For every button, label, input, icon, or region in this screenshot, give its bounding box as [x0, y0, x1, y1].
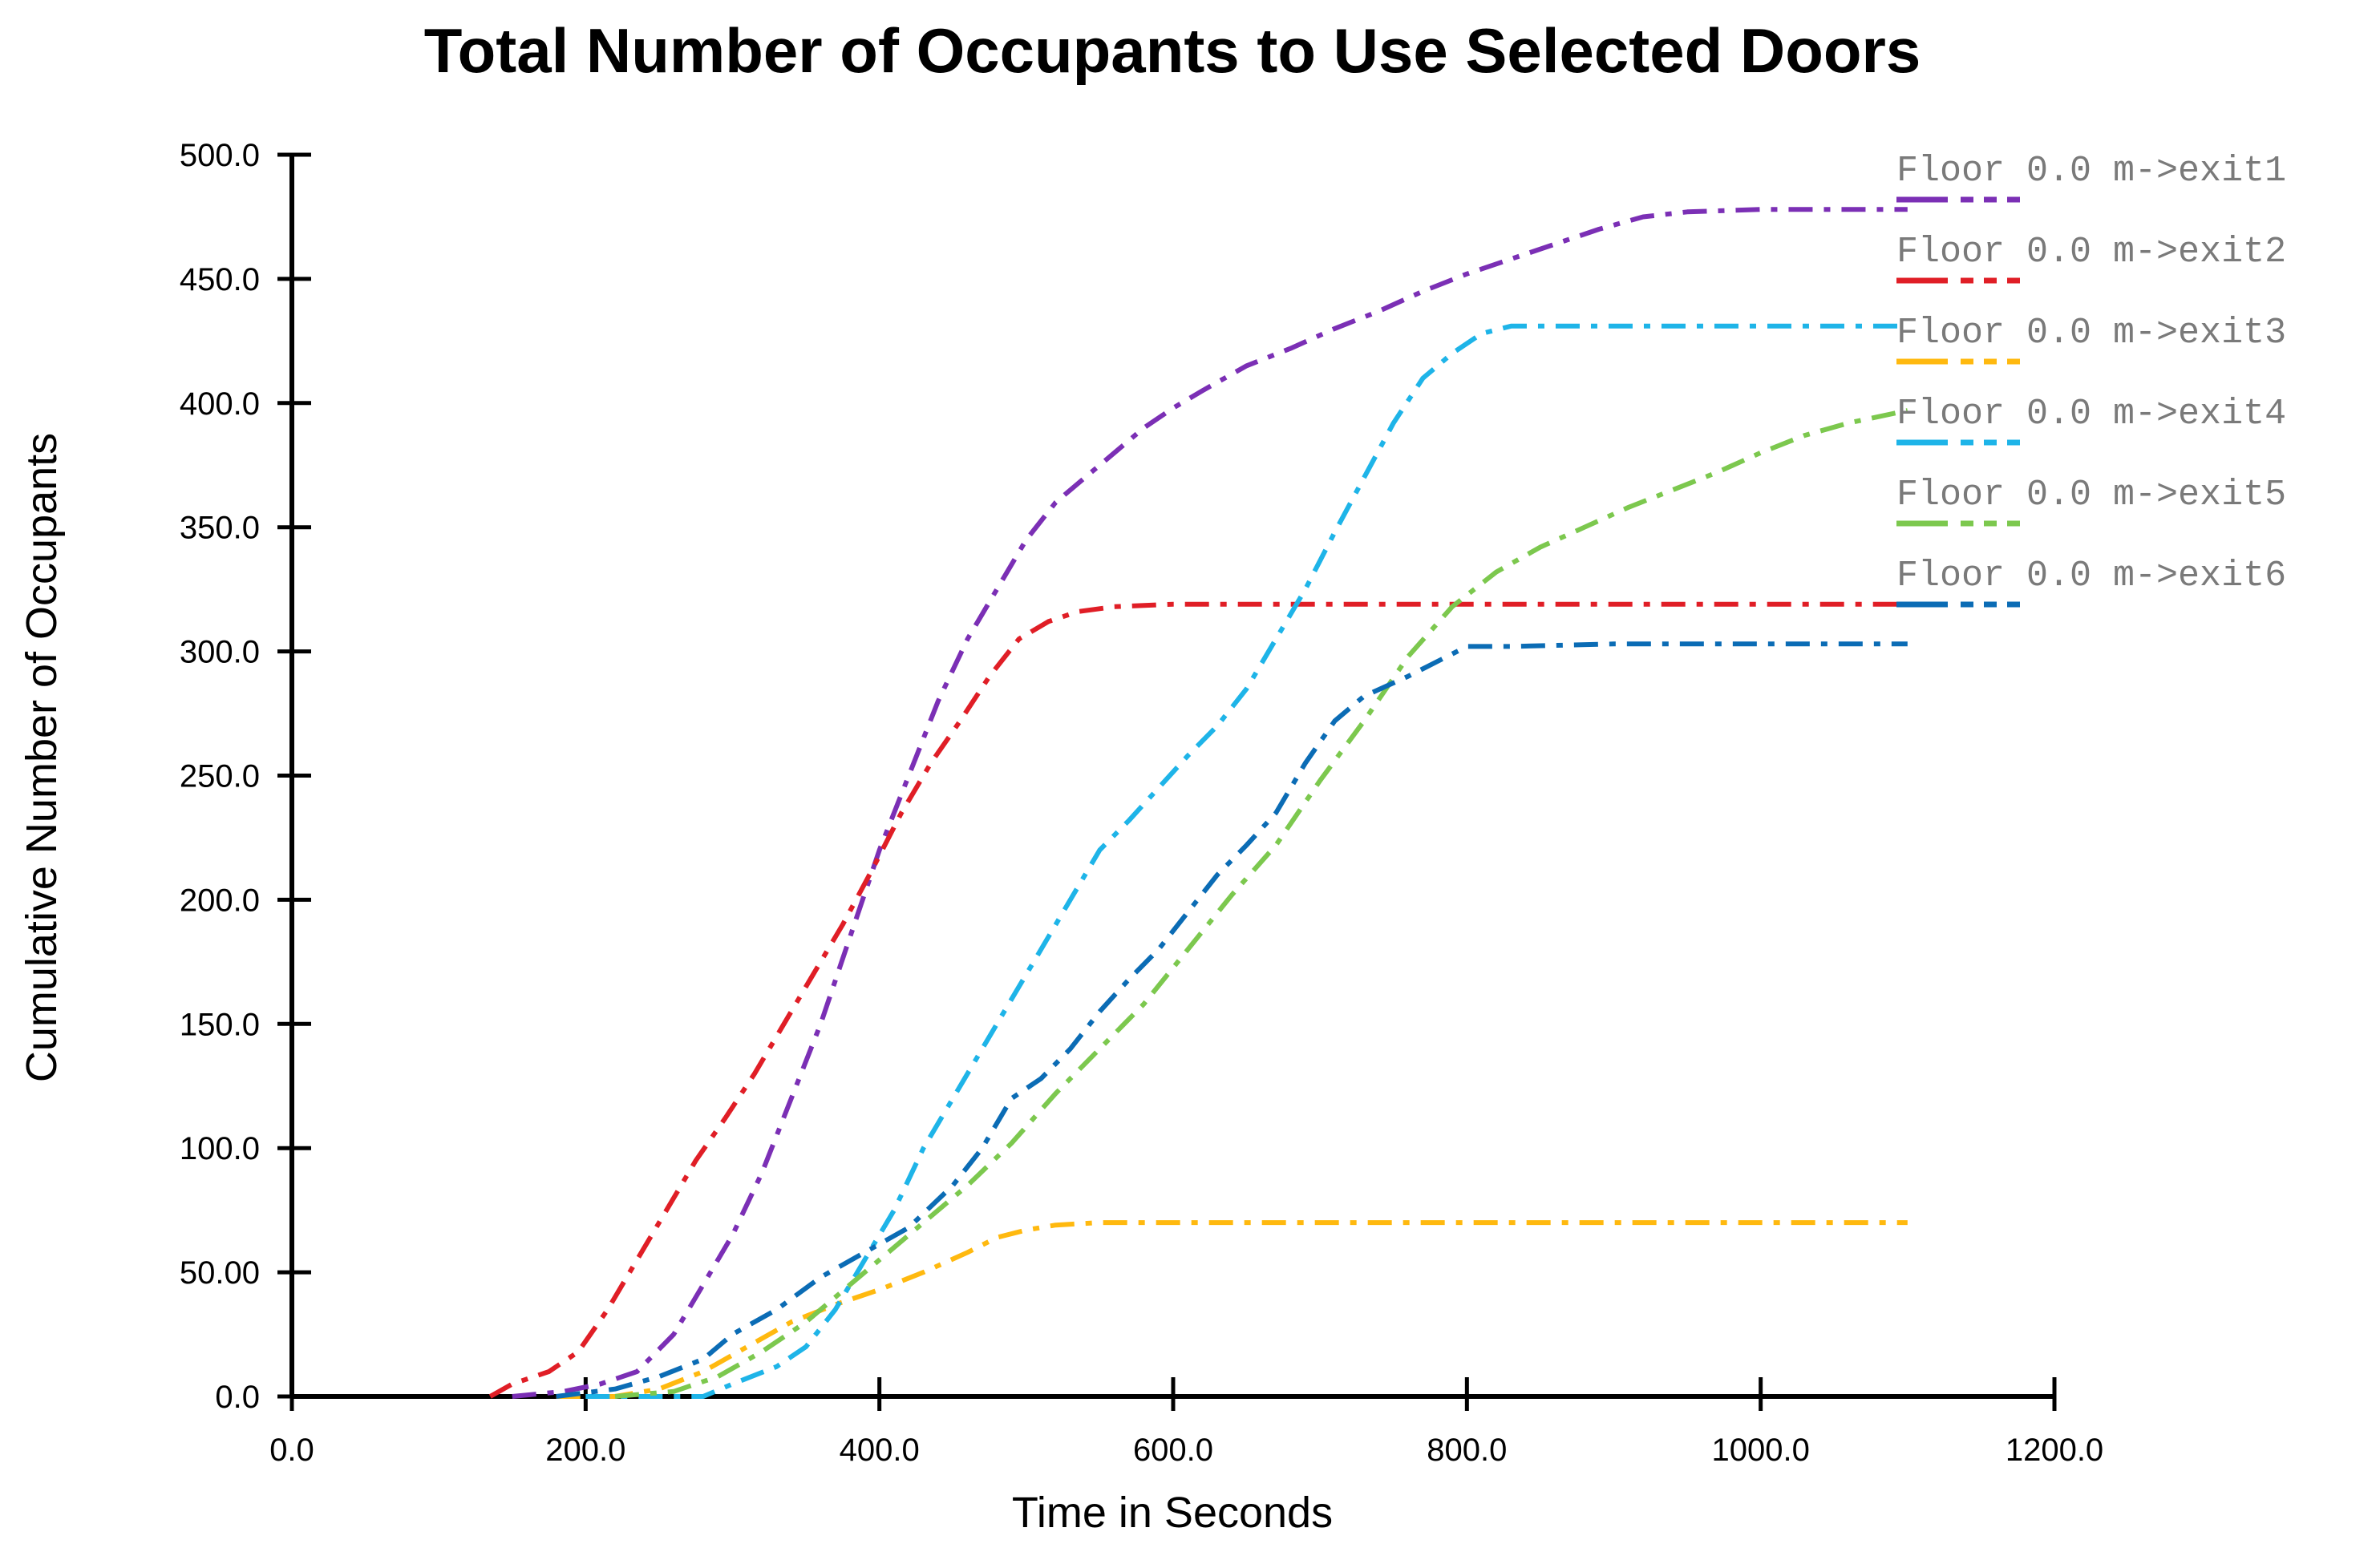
- y-tick-label: 350.0: [180, 511, 260, 546]
- series-line-5: [614, 408, 1908, 1399]
- axes: 0.0 200.0 400.0 600.0 800.0 1000.0 1200.0 0.0 50…: [180, 138, 2103, 1468]
- legend-label-4: Floor 0.0 m->exit4: [1896, 394, 2286, 434]
- x-tick-label: 1000.0: [1711, 1433, 1809, 1468]
- series-line-2: [488, 601, 1908, 1399]
- legend: Floor 0.0 m->exit1 Floor 0.0 m->exit2 Floo…: [1896, 151, 2286, 608]
- series-layer: [488, 207, 1908, 1399]
- legend-label-1: Floor 0.0 m->exit1: [1896, 151, 2286, 192]
- x-tick-label: 600.0: [1133, 1433, 1213, 1468]
- x-axis-label: Time in Seconds: [1012, 1489, 1333, 1537]
- series-line-1: [512, 207, 1908, 1399]
- y-tick-label: 400.0: [180, 386, 260, 422]
- y-tick-label: 0.0: [215, 1380, 260, 1415]
- y-tick-label: 100.0: [180, 1131, 260, 1166]
- legend-label-6: Floor 0.0 m->exit6: [1896, 556, 2286, 596]
- y-tick-label: 150.0: [180, 1007, 260, 1042]
- series-line-3: [556, 1220, 1908, 1399]
- y-tick-label: 450.0: [180, 262, 260, 297]
- y-tick-label: 250.0: [180, 759, 260, 794]
- x-tick-label: 400.0: [840, 1433, 920, 1468]
- legend-label-5: Floor 0.0 m->exit5: [1896, 475, 2286, 515]
- y-tick-label: 300.0: [180, 635, 260, 670]
- y-axis-label: Cumulative Number of Occupants: [18, 433, 66, 1082]
- chart-title: Total Number of Occupants to Use Selecte…: [424, 15, 1921, 86]
- series-line-6: [556, 641, 1908, 1399]
- legend-label-3: Floor 0.0 m->exit3: [1896, 313, 2286, 354]
- series-line-4: [585, 323, 1908, 1399]
- legend-label-2: Floor 0.0 m->exit2: [1896, 232, 2286, 273]
- x-tick-label: 1200.0: [2006, 1433, 2103, 1468]
- y-tick-label: 500.0: [180, 138, 260, 173]
- y-tick-label: 200.0: [180, 883, 260, 918]
- x-tick-label: 800.0: [1427, 1433, 1507, 1468]
- y-tick-label: 50.00: [180, 1255, 260, 1291]
- x-tick-label: 0.0: [269, 1433, 314, 1468]
- x-tick-label: 200.0: [545, 1433, 625, 1468]
